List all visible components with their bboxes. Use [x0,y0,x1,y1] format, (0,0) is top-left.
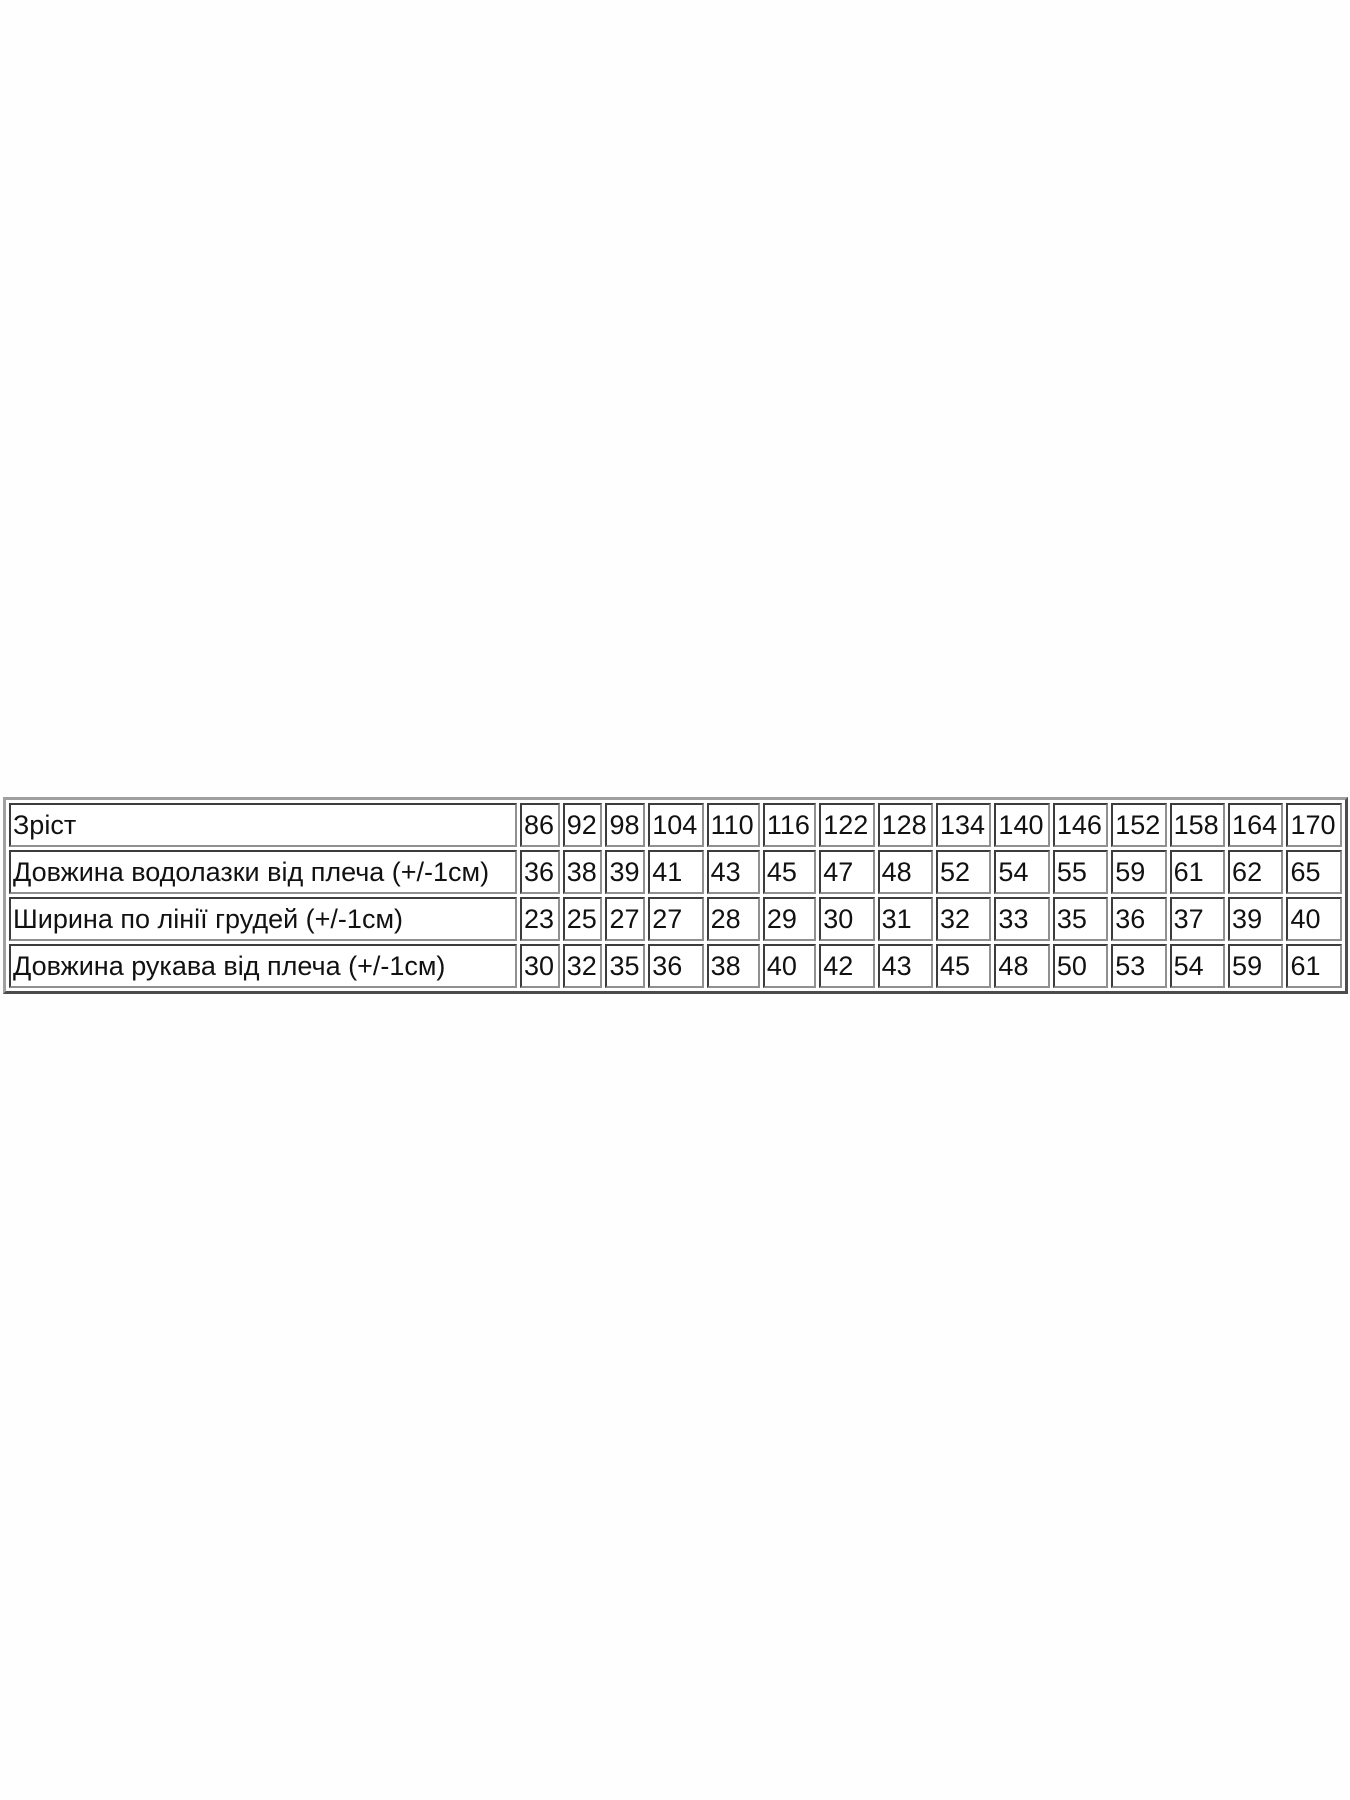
table-cell: 59 [1228,944,1284,988]
table-cell: 40 [1286,897,1342,941]
table-cell: 38 [706,944,760,988]
row-label: Довжина водолазки від плеча (+/-1см) [9,850,517,894]
table-cell: 45 [936,944,992,988]
table-cell: 43 [706,850,760,894]
table-cell: 110 [706,803,760,847]
table-cell: 32 [562,944,603,988]
table-cell: 37 [1169,897,1226,941]
table-cell: 164 [1228,803,1284,847]
table-cell: 32 [936,897,992,941]
table-row: Довжина рукава від плеча (+/-1см) 30 32 35 3… [9,944,1342,988]
table-cell: 29 [762,897,817,941]
table-cell: 48 [994,944,1050,988]
table-cell: 59 [1111,850,1167,894]
row-label: Ширина по лінії грудей (+/-1см) [9,897,517,941]
table-cell: 134 [936,803,992,847]
table-cell: 122 [819,803,875,847]
table-cell: 36 [648,944,704,988]
table-row: Ширина по лінії грудей (+/-1см) 23 25 27 27 2… [9,897,1342,941]
table-cell: 128 [877,803,934,847]
table-cell: 30 [819,897,875,941]
table-cell: 39 [605,850,646,894]
table-cell: 54 [1169,944,1226,988]
table-cell: 41 [648,850,704,894]
size-chart-table: Зріст 86 92 98 104 110 116 122 128 134 140 146 152 15… [3,797,1348,994]
table-row: Довжина водолазки від плеча (+/-1см) 36 38… [9,850,1342,894]
table-cell: 27 [605,897,646,941]
table-cell: 43 [877,944,934,988]
row-label: Зріст [9,803,517,847]
table-cell: 25 [562,897,603,941]
table-cell: 170 [1286,803,1342,847]
table-cell: 27 [648,897,704,941]
table-cell: 23 [520,897,560,941]
table-cell: 47 [819,850,875,894]
table-cell: 54 [994,850,1050,894]
table-cell: 42 [819,944,875,988]
table-cell: 36 [1111,897,1167,941]
table-cell: 55 [1052,850,1109,894]
table-cell: 53 [1111,944,1167,988]
table-cell: 140 [994,803,1050,847]
table-cell: 39 [1228,897,1284,941]
table-cell: 62 [1228,850,1284,894]
table-cell: 98 [605,803,646,847]
table-cell: 158 [1169,803,1226,847]
table-cell: 61 [1169,850,1226,894]
table-cell: 50 [1052,944,1109,988]
table-cell: 146 [1052,803,1109,847]
table-cell: 48 [877,850,934,894]
table-cell: 33 [994,897,1050,941]
table-cell: 61 [1286,944,1342,988]
table-cell: 52 [936,850,992,894]
table-cell: 86 [520,803,560,847]
table-cell: 45 [762,850,817,894]
table-cell: 65 [1286,850,1342,894]
table-cell: 28 [706,897,760,941]
table-cell: 30 [520,944,560,988]
table-cell: 40 [762,944,817,988]
table-cell: 35 [1052,897,1109,941]
table-row: Зріст 86 92 98 104 110 116 122 128 134 140 146 152 15… [9,803,1342,847]
row-label: Довжина рукава від плеча (+/-1см) [9,944,517,988]
table-cell: 104 [648,803,704,847]
table-cell: 36 [520,850,560,894]
table-cell: 116 [762,803,817,847]
table-cell: 38 [562,850,603,894]
table-cell: 31 [877,897,934,941]
table-cell: 152 [1111,803,1167,847]
table-cell: 92 [562,803,603,847]
table-cell: 35 [605,944,646,988]
